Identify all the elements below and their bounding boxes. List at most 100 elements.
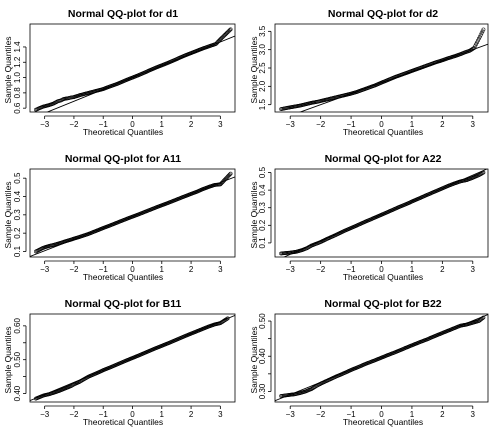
sample-point [473, 44, 478, 48]
x-tick-label: 0 [130, 265, 135, 274]
x-tick-label: 0 [379, 120, 384, 129]
y-tick-label: 1.0 [13, 71, 22, 83]
sample-point [309, 387, 314, 391]
y-tick-label: 0.8 [13, 87, 22, 99]
x-axis-label: Theoretical Quantiles [83, 417, 163, 427]
x-tick-label: −3 [286, 265, 296, 274]
sample-point [223, 318, 227, 323]
y-tick-label: 1.4 [13, 41, 22, 53]
plot-frame [29, 168, 236, 258]
chart-title: Normal QQ-plot for d1 [68, 8, 178, 20]
plot-frame [29, 313, 236, 403]
sample-point [225, 316, 230, 321]
plot-frame [274, 313, 489, 403]
x-tick-label: 0 [130, 120, 135, 129]
x-axis-label: Theoretical Quantiles [343, 272, 423, 282]
x-tick-label: −1 [99, 265, 109, 274]
x-tick-label: 0 [130, 410, 135, 419]
x-tick-label: 1 [410, 265, 415, 274]
sample-point [223, 317, 228, 322]
chart-title: Normal QQ-plot for A22 [325, 153, 442, 165]
sample-point [477, 34, 482, 39]
y-tick-label: 2.0 [258, 80, 267, 92]
x-tick-label: −2 [316, 410, 326, 419]
y-tick-label: 0.1 [13, 245, 22, 257]
y-axis-label: Sample Quantiles [3, 326, 13, 393]
sample-point [474, 42, 479, 47]
y-axis-label: Sample Quantiles [3, 36, 13, 103]
y-tick-label: 0.4 [13, 190, 22, 202]
sample-point [227, 172, 232, 177]
y-tick-label: 0.1 [258, 237, 267, 249]
plot-content [30, 314, 235, 402]
x-tick-label: 2 [440, 410, 445, 419]
sample-point [221, 319, 225, 324]
y-tick-label: 0.6 [13, 102, 22, 114]
x-tick-label: −1 [347, 120, 357, 129]
sample-point [224, 317, 229, 321]
x-tick-label: −1 [99, 120, 109, 129]
sample-point [228, 171, 233, 176]
x-tick-label: 2 [189, 265, 194, 274]
x-tick-label: 3 [471, 120, 476, 129]
chart-title: Normal QQ-plot for B22 [324, 298, 441, 310]
y-tick-label: 0.50 [258, 313, 267, 329]
y-axis-label: Sample Quantiles [3, 181, 13, 248]
x-tick-label: 1 [160, 410, 165, 419]
plot-content [30, 171, 235, 257]
qq-panel-b22: Normal QQ-plot for B22 Theoretical Quant… [249, 298, 489, 427]
plot-content [275, 314, 488, 402]
sample-point [222, 318, 226, 323]
x-tick-label: −3 [40, 265, 50, 274]
x-tick-label: 1 [410, 410, 415, 419]
x-tick-label: 2 [440, 265, 445, 274]
y-tick-label: 0.2 [13, 227, 22, 239]
x-tick-label: −3 [286, 120, 296, 129]
y-tick-label: 0.60 [13, 318, 22, 334]
plot-content [279, 27, 488, 112]
x-tick-label: −2 [69, 410, 79, 419]
y-tick-label: 0.30 [258, 383, 267, 399]
x-tick-label: 2 [440, 120, 445, 129]
qq-panel-d1: Normal QQ-plot for d1 Theoretical Quanti… [3, 8, 236, 137]
sample-point [227, 28, 232, 33]
y-tick-label: 3.0 [258, 44, 267, 56]
y-axis-label: Sample Quantiles [249, 326, 259, 393]
sample-point [476, 38, 480, 43]
x-tick-label: 1 [160, 265, 165, 274]
y-tick-label: 0.3 [13, 209, 22, 221]
sample-point [472, 45, 477, 50]
sample-point [480, 316, 485, 321]
plot-frame [274, 168, 489, 258]
plot-content [33, 27, 235, 112]
y-tick-label: 0.5 [258, 166, 267, 178]
plot-frame [274, 23, 489, 113]
y-tick-label: 0.40 [258, 348, 267, 364]
sample-point [475, 40, 479, 45]
sample-point [476, 36, 481, 41]
sample-point [310, 386, 315, 391]
x-tick-label: −2 [316, 265, 326, 274]
sample-point [479, 31, 484, 36]
sample-point [218, 321, 223, 326]
x-tick-label: −1 [99, 410, 109, 419]
qq-panel-a22: Normal QQ-plot for A22 Theoretical Quant… [249, 153, 489, 282]
qq-panel-b11: Normal QQ-plot for B11 Theoretical Quant… [3, 298, 236, 427]
x-tick-label: 3 [218, 265, 223, 274]
sample-point [228, 27, 233, 32]
sample-point [311, 385, 316, 390]
x-tick-label: 2 [189, 410, 194, 419]
x-tick-label: 0 [379, 265, 384, 274]
x-tick-label: −2 [316, 120, 326, 129]
x-tick-label: −3 [40, 120, 50, 129]
chart-title: Normal QQ-plot for d2 [328, 8, 438, 20]
qq-panel-d2: Normal QQ-plot for d2 Theoretical Quanti… [249, 8, 489, 137]
x-axis-label: Theoretical Quantiles [83, 127, 163, 137]
x-tick-label: −2 [69, 120, 79, 129]
sample-point [471, 46, 476, 51]
y-axis-label: Sample Quantiles [249, 36, 259, 103]
y-axis-label: Sample Quantiles [249, 181, 259, 248]
x-axis-label: Theoretical Quantiles [343, 127, 423, 137]
y-tick-label: 2.5 [258, 62, 267, 74]
